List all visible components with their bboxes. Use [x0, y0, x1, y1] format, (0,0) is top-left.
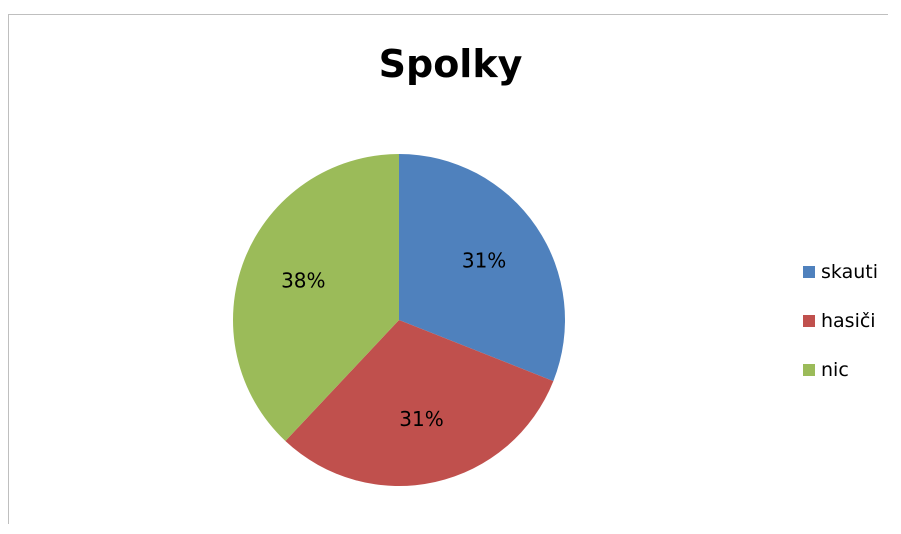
legend-label: skauti — [821, 260, 878, 283]
legend-swatch — [803, 363, 815, 376]
legend-swatch — [803, 265, 815, 278]
pie-slice-nic — [233, 154, 399, 442]
chart-border-top — [8, 14, 888, 15]
legend-swatch — [803, 314, 815, 327]
legend-label: nic — [821, 358, 849, 381]
legend: skauti hasiči nic — [803, 258, 878, 405]
pie-slice-hasiči — [285, 320, 554, 486]
legend-item-hasiči: hasiči — [803, 307, 878, 334]
chart-border-left — [8, 14, 9, 524]
legend-item-skauti: skauti — [803, 258, 878, 285]
pie-slice-skauti — [399, 154, 565, 382]
data-label-skauti: 31% — [462, 249, 506, 273]
legend-label: hasiči — [821, 309, 876, 332]
data-label-hasiči: 31% — [399, 407, 443, 431]
chart-title: Spolky — [378, 42, 523, 86]
data-label-nic: 38% — [281, 269, 325, 293]
legend-item-nic: nic — [803, 356, 878, 383]
